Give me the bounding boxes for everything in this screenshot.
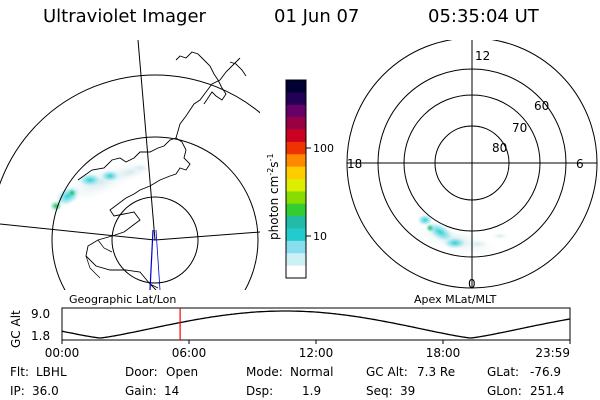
colorbar-band	[286, 265, 306, 279]
gain-value: 14	[164, 384, 179, 398]
gcalt-label: GC Alt:	[366, 365, 408, 379]
info-row-1: Flt: LBHL Door: Open Mode: Normal GC Alt…	[10, 365, 561, 379]
colorbar-tick-10: 10	[313, 230, 327, 243]
ip-label: IP:	[10, 384, 25, 398]
x-tick-12: 12:00	[299, 346, 334, 360]
x-tick-06: 06:00	[172, 346, 207, 360]
x-tick-18: 18:00	[426, 346, 461, 360]
dsp-value: 1.9	[302, 384, 321, 398]
app-title: Ultraviolet Imager	[43, 6, 206, 27]
altitude-y-label: GC Alt	[9, 310, 23, 348]
colorbar-frame	[285, 79, 307, 279]
colorbar-band	[286, 141, 306, 155]
altitude-x-ticks	[61, 340, 571, 344]
colorbar-band	[286, 166, 306, 180]
time-label: 05:35:04 UT	[428, 6, 539, 27]
geographic-map	[0, 40, 260, 290]
glon-label: GLon:	[487, 384, 522, 398]
colorbar-unit-label: photon cm-2s-1	[266, 153, 281, 240]
date-label: 01 Jun 07	[274, 6, 360, 27]
colorbar-band	[286, 154, 306, 168]
altitude-plot-frame	[61, 307, 571, 341]
meridian-line	[154, 231, 260, 241]
meridian-line	[137, 40, 156, 241]
altitude-plot: GC Alt 9.0 1.8 00:00 06:00 12:00 18:00 2…	[9, 307, 571, 360]
mlt-label-6: 6	[576, 157, 584, 171]
latitude-circle-middle	[51, 136, 259, 290]
latitude-circle-inner	[111, 196, 199, 284]
flt-value: LBHL	[36, 365, 67, 379]
mlat-label-60: 60	[534, 99, 549, 113]
latitude-circle-outer	[0, 74, 260, 186]
colorbar	[286, 80, 306, 279]
colorbar-band	[286, 179, 306, 192]
flt-label: Flt:	[10, 365, 29, 379]
ip-value: 36.0	[32, 384, 59, 398]
glat-label: GLat:	[487, 365, 519, 379]
colorbar-band	[286, 203, 306, 217]
antarctica-coastline	[77, 137, 191, 290]
south-america-coastline	[175, 51, 247, 105]
orbit-track	[149, 229, 154, 290]
aurora-oval-magnetic	[406, 214, 510, 259]
magnetic-polar-plot	[346, 40, 598, 289]
x-tick-00: 00:00	[45, 346, 80, 360]
colorbar-band	[286, 104, 306, 118]
glat-value: -76.9	[530, 365, 561, 379]
altitude-y-tick-max: 9.0	[31, 307, 50, 321]
mlt-label-18: 18	[347, 157, 362, 171]
mlt-label-12: 12	[475, 49, 490, 63]
aurora-oval-geographic	[50, 159, 158, 211]
colorbar-band	[286, 240, 306, 254]
colorbar-band	[286, 253, 306, 267]
orbit-track	[155, 229, 161, 290]
door-value: Open	[166, 365, 198, 379]
info-row-2: IP: 36.0 Gain: 14 Dsp: 1.9 Seq: 39 GLon:…	[10, 384, 564, 398]
x-tick-2359: 23:59	[535, 346, 570, 360]
colorbar-band	[286, 117, 306, 130]
colorbar-band	[286, 129, 306, 143]
colorbar-band	[286, 80, 306, 93]
colorbar-band	[286, 92, 306, 106]
meridian-line	[0, 223, 156, 241]
colorbar-band	[286, 228, 306, 242]
door-label: Door:	[125, 365, 158, 379]
colorbar-band	[286, 191, 306, 205]
geographic-panel-label: Geographic Lat/Lon	[69, 293, 176, 306]
colorbar-band	[286, 216, 306, 229]
altitude-y-tick-min: 1.8	[31, 329, 50, 343]
mlat-label-80: 80	[492, 141, 507, 155]
seq-label: Seq:	[366, 384, 393, 398]
antarctic-peninsula	[175, 57, 241, 139]
mode-label: Mode:	[246, 365, 283, 379]
mode-value: Normal	[290, 365, 333, 379]
gcalt-value: 7.3 Re	[417, 365, 455, 379]
gain-label: Gain:	[125, 384, 157, 398]
glon-value: 251.4	[530, 384, 564, 398]
ice-shelf	[85, 239, 159, 289]
altitude-curve	[61, 310, 571, 339]
mlat-label-70: 70	[512, 121, 527, 135]
dsp-label: Dsp:	[246, 384, 273, 398]
seq-value: 39	[400, 384, 415, 398]
mlt-label-0: 0	[468, 277, 476, 291]
magnetic-panel-label: Apex MLat/MLT	[414, 293, 497, 306]
colorbar-tick-100: 100	[313, 142, 334, 155]
